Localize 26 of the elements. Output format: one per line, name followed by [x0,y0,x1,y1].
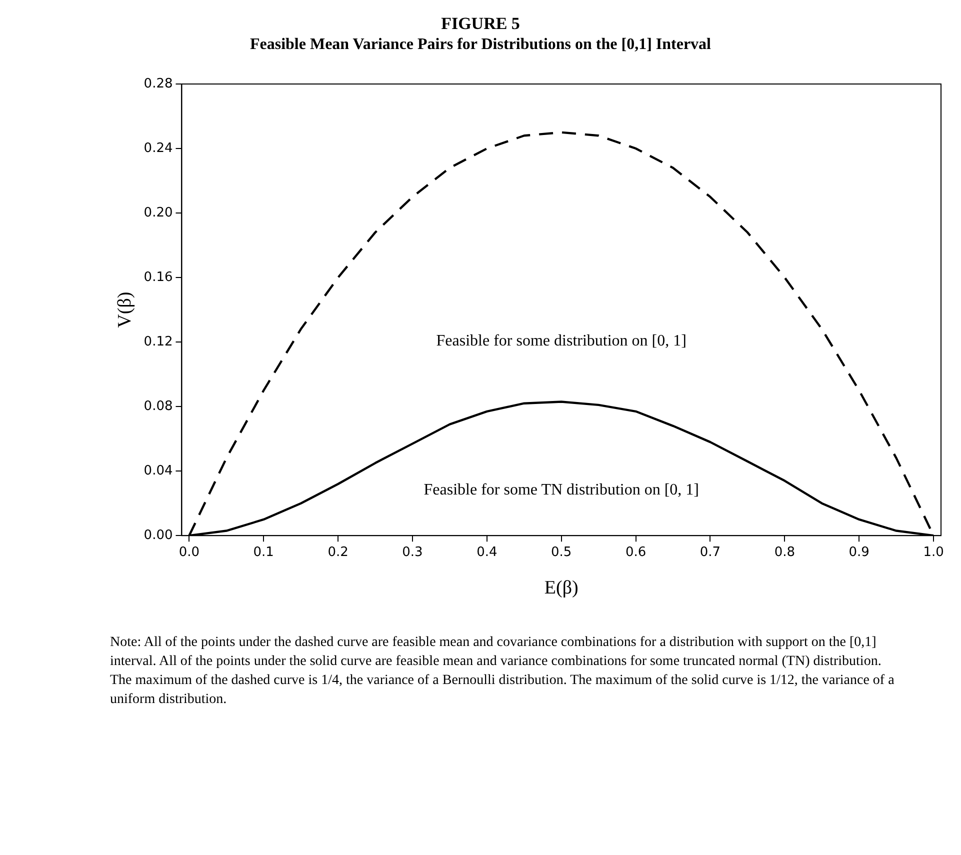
y-tick-label: 0.08 [144,398,173,414]
x-tick-label: 0.7 [700,544,721,560]
y-tick-label: 0.00 [144,528,173,543]
x-tick-label: 0.6 [625,544,646,560]
y-tick-label: 0.24 [144,140,173,156]
x-tick-label: 0.2 [328,544,348,560]
x-tick-label: 0.4 [476,544,498,560]
x-tick-label: 0.8 [774,544,796,560]
y-axis-title: V(β) [114,292,136,328]
y-tick-label: 0.16 [144,270,173,285]
y-tick-label: 0.20 [144,205,173,220]
x-tick-label: 0.9 [848,544,870,560]
x-axis-title: E(β) [544,578,578,599]
text: Note: All of the points under the dashed curve are feasible mean and covariance combinations for a distribution with support on the [0,1] interval. All of the points under the solid curve are feasible mean and variance combinations for some truncated normal (TN) distribution. The maximum of the dashed curve is 1/4, the variance of a Bernoulli distribution. The maximum of the solid curve is 1/12, the variance of a uniform distribution. [110,634,896,709]
y-tick-label: 0.04 [144,463,173,478]
x-tick-label: 0.3 [402,544,423,560]
y-tick-label: 0.12 [144,334,173,350]
y-tick-label: 0.28 [144,76,173,92]
x-tick-label: 0.5 [551,544,572,560]
annotation: Feasible for some TN distribution on [0, 1] [424,482,699,499]
chart-subtitle: Feasible Mean Variance Pairs for Distributions on the [0,1] Interval [248,36,712,54]
annotation: Feasible for some distribution on [0, 1] [436,332,686,350]
chart-title: FIGURE 5 [440,14,521,34]
x-tick-label: 0.1 [253,544,274,560]
x-tick-label: 1.0 [923,544,944,560]
x-tick-label: 0.0 [178,544,200,560]
